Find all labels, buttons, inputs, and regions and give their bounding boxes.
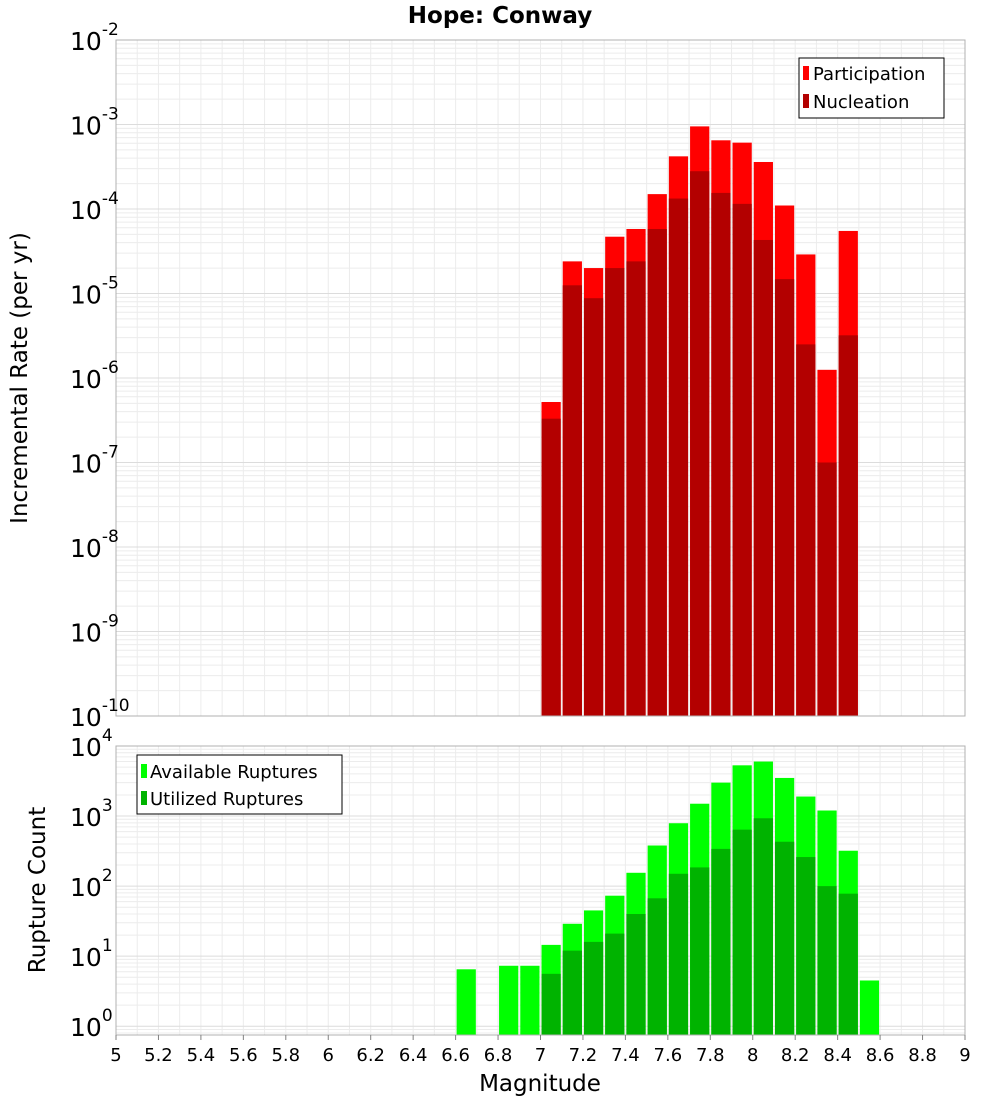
top-legend-box <box>798 57 945 119</box>
legend-swatch-available-ruptures <box>141 764 147 778</box>
bar-nucleation-7.95 <box>732 203 752 716</box>
bar-nucleation-8.05 <box>753 239 773 716</box>
bottom-legend: Available Ruptures Utilized Ruptures <box>136 754 343 815</box>
top-legend: Participation Nucleation <box>798 57 945 119</box>
top-bars <box>541 126 858 717</box>
bar-utilized-ruptures-7.05 <box>541 973 561 1035</box>
x-tick-label: 7.4 <box>611 1045 640 1066</box>
y-tick-label: 100 <box>70 1006 113 1042</box>
x-tick-label: 5 <box>110 1045 121 1066</box>
bar-utilized-ruptures-8.05 <box>753 818 773 1035</box>
bottom-bars <box>456 761 880 1035</box>
bar-utilized-ruptures-7.55 <box>647 898 667 1035</box>
bar-nucleation-8.45 <box>838 335 858 716</box>
y-tick-label: 10-3 <box>70 105 119 141</box>
bottom-y-axis-label: Rupture Count <box>25 807 51 973</box>
bar-available-ruptures-6.65 <box>456 969 476 1035</box>
bar-utilized-ruptures-8.15 <box>774 841 795 1035</box>
bar-utilized-ruptures-7.95 <box>732 829 752 1035</box>
x-tick-label: 8.6 <box>866 1045 895 1066</box>
y-tick-label: 10-10 <box>70 696 130 732</box>
bar-utilized-ruptures-7.35 <box>605 933 625 1035</box>
legend-swatch-nucleation <box>803 94 809 108</box>
x-tick-label: 8.2 <box>781 1045 810 1066</box>
bar-available-ruptures-6.85 <box>499 965 519 1035</box>
legend-label-utilized-ruptures: Utilized Ruptures <box>150 789 303 810</box>
bar-nucleation-7.75 <box>690 171 710 716</box>
legend-swatch-utilized-ruptures <box>141 791 147 805</box>
y-tick-label: 10-6 <box>70 358 119 394</box>
bottom-y-tick-labels: 100 101 102 103 104 <box>70 726 113 1042</box>
y-tick-label: 101 <box>70 936 113 972</box>
bar-utilized-ruptures-7.85 <box>711 848 731 1035</box>
y-tick-label: 10-8 <box>70 527 119 563</box>
top-plot-frame <box>115 39 966 717</box>
y-tick-label: 10-4 <box>70 189 119 225</box>
bar-utilized-ruptures-8.45 <box>838 893 858 1035</box>
bar-nucleation-7.55 <box>647 228 667 716</box>
chart-title: Hope: Conway <box>408 3 592 29</box>
bar-available-ruptures-8.55 <box>859 980 880 1035</box>
top-y-axis-label: Incremental Rate (per yr) <box>7 232 33 524</box>
x-tick-label: 7.2 <box>569 1045 598 1066</box>
x-tick-label: 6.8 <box>484 1045 513 1066</box>
y-tick-label: 10-2 <box>70 20 119 56</box>
x-tick-label: 6.4 <box>399 1045 428 1066</box>
top-gridlines <box>115 39 966 717</box>
x-tick-label: 8.8 <box>908 1045 937 1066</box>
x-tick-label: 7.6 <box>654 1045 683 1066</box>
bottom-legend-box <box>136 754 343 815</box>
y-tick-label: 102 <box>70 866 113 902</box>
x-tick-label: 5.2 <box>144 1045 173 1066</box>
legend-label-nucleation: Nucleation <box>813 92 909 113</box>
bar-available-ruptures-6.95 <box>520 965 540 1035</box>
bar-nucleation-7.45 <box>626 261 646 716</box>
x-tick-label: 7 <box>535 1045 546 1066</box>
bar-utilized-ruptures-7.45 <box>626 914 646 1035</box>
y-tick-label: 103 <box>70 796 113 832</box>
x-tick-label: 5.4 <box>187 1045 216 1066</box>
x-tick-label: 5.8 <box>271 1045 300 1066</box>
bar-utilized-ruptures-7.25 <box>583 941 604 1035</box>
x-tick-label: 6.2 <box>356 1045 385 1066</box>
y-tick-label: 104 <box>70 726 113 762</box>
x-tick-label: 8.4 <box>823 1045 852 1066</box>
x-tick-label: 5.6 <box>229 1045 258 1066</box>
x-axis-label: Magnitude <box>479 1071 601 1097</box>
x-tick-label: 7.8 <box>696 1045 725 1066</box>
bar-nucleation-7.15 <box>562 285 582 716</box>
bar-nucleation-8.35 <box>817 462 837 716</box>
bar-nucleation-8.25 <box>796 344 816 716</box>
bar-nucleation-7.65 <box>668 198 689 716</box>
bar-nucleation-7.25 <box>583 298 604 716</box>
x-tick-label: 6 <box>323 1045 334 1066</box>
bottom-panel: 100 101 102 103 104 5 5.2 5.4 5.6 5.8 6 6.2 6.4 6.6 6… <box>25 726 971 1097</box>
bar-nucleation-7.85 <box>711 192 731 716</box>
x-tick-labels: 5 5.2 5.4 5.6 5.8 6 6.2 6.4 6.6 6.8 7 7.2 7.4 7.6 7.8 8… <box>110 1035 971 1066</box>
bar-nucleation-7.05 <box>541 418 561 716</box>
legend-label-available-ruptures: Available Ruptures <box>150 762 318 783</box>
top-y-tick-labels: 10-10 10-9 10-8 10-7 10-6 10-5 10-4 10-3 10-2 <box>70 20 130 732</box>
bar-nucleation-7.35 <box>605 268 625 716</box>
bar-utilized-ruptures-7.15 <box>562 950 582 1035</box>
y-tick-label: 10-5 <box>70 274 119 310</box>
y-tick-label: 10-7 <box>70 443 119 479</box>
bar-utilized-ruptures-8.35 <box>817 886 837 1035</box>
bar-utilized-ruptures-7.75 <box>690 867 710 1035</box>
y-tick-label: 10-9 <box>70 612 119 648</box>
bar-utilized-ruptures-8.25 <box>796 857 816 1035</box>
x-tick-label: 8 <box>747 1045 758 1066</box>
bar-nucleation-8.15 <box>774 279 795 716</box>
legend-swatch-participation <box>803 66 809 80</box>
x-tick-label: 6.6 <box>441 1045 470 1066</box>
top-panel: Hope: Conway 10-1010-910-810-710-610-510… <box>7 3 966 732</box>
x-tick-label: 9 <box>959 1045 970 1066</box>
legend-label-participation: Participation <box>813 64 925 85</box>
bar-utilized-ruptures-7.65 <box>668 873 689 1035</box>
